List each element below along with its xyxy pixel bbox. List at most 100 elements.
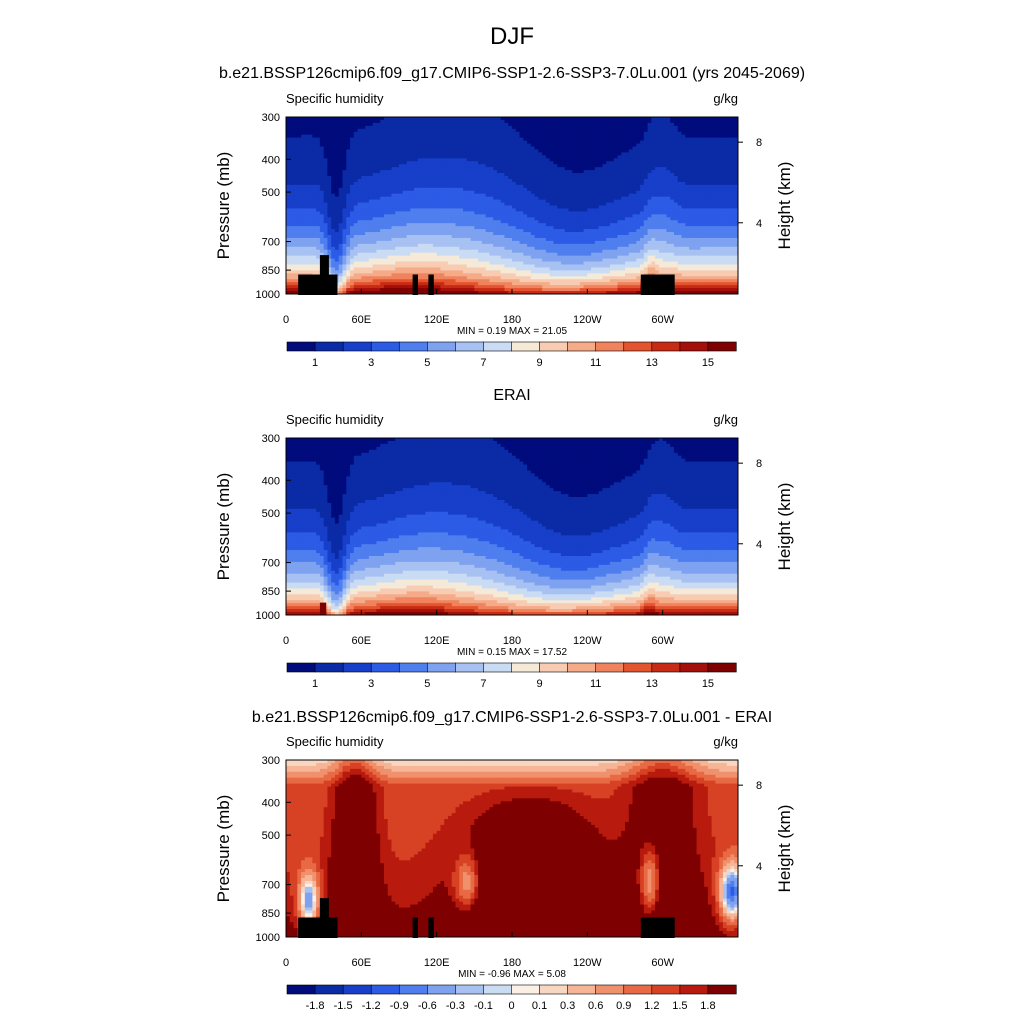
contour-cell [451,149,457,153]
contour-cell [677,176,683,180]
contour-cell [474,184,479,189]
contour-cell [515,193,521,198]
contour-cell [572,181,577,186]
contour-cell [609,125,615,130]
contour-cell [440,226,445,230]
contour-cell [478,146,483,151]
contour-cell [602,202,607,207]
contour-cell [655,137,660,142]
contour-cell [666,211,671,215]
units-label: g/kg [713,91,738,106]
contour-cell [316,152,321,156]
contour-cell [617,134,622,139]
contour-cell [365,137,370,142]
contour-cell [512,187,517,192]
contour-cell [429,214,434,218]
contour-cell [734,134,738,139]
contour-cell [451,140,457,145]
contour-cell [357,220,362,224]
contour-cell [455,176,460,180]
contour-cell [647,167,652,171]
contour-cell [440,125,445,130]
contour-cell [395,122,400,127]
contour-cell [549,134,555,139]
contour-cell [685,167,690,171]
contour-cell [342,122,347,127]
contour-cell [304,187,310,192]
contour-cell [466,125,472,130]
contour-cell [380,117,385,121]
contour-cell [658,187,664,192]
contour-cell [391,190,396,195]
contour-cell [323,229,329,233]
contour-cell [673,170,679,174]
contour-cell [478,217,483,221]
contour-cell [323,190,329,195]
contour-cell [508,217,513,221]
contour-cell [376,184,381,189]
contour-cell [640,208,645,212]
contour-cell [308,235,313,239]
contour-cell [447,128,453,133]
contour-cell [609,190,615,195]
contour-cell [685,199,690,204]
contour-cell [444,220,449,224]
contour-cell [579,158,585,162]
contour-cell [628,214,634,218]
contour-cell [338,223,344,227]
contour-cell [636,202,641,207]
contour-cell [730,149,735,153]
contour-cell [331,202,336,207]
contour-cell [730,196,735,201]
contour-cell [474,205,479,210]
contour-cell [312,214,317,218]
contour-cell [391,161,396,165]
contour-cell [734,208,738,212]
contour-cell [666,196,671,201]
contour-cell [512,202,517,207]
contour-cell [301,232,306,236]
contour-cell [421,217,426,221]
contour-cell [508,131,513,136]
contour-cell [700,143,705,148]
contour-cell [500,202,506,207]
contour-cell [640,119,645,124]
contour-cell [655,146,660,151]
contour-cell [406,193,411,198]
contour-cell [560,178,566,183]
contour-cell [440,184,445,189]
contour-cell [289,170,295,174]
contour-cell [609,122,615,127]
contour-cell [628,146,634,151]
contour-cell [681,131,686,136]
contour-cell [304,170,310,174]
contour-cell [417,229,423,233]
contour-cell [692,176,698,180]
contour-cell [700,170,705,174]
contour-cell [489,152,494,156]
contour-cell [617,167,622,171]
contour-cell [376,149,381,153]
contour-cell [429,119,434,124]
contour-cell [579,205,585,210]
contour-cell [293,176,298,180]
contour-cell [444,152,449,156]
contour-cell [636,232,641,236]
contour-cell [689,211,694,215]
contour-cell [293,223,298,227]
contour-cell [478,214,483,218]
contour-cell [286,176,291,180]
contour-cell [293,173,298,177]
contour-cell [640,125,645,130]
contour-cell [542,232,547,236]
contour-cell [425,184,430,189]
contour-cell [628,211,634,215]
contour-cell [485,202,490,207]
contour-cell [613,178,619,183]
contour-cell [560,181,566,186]
contour-cell [625,193,630,198]
contour-cell [640,196,645,201]
contour-cell [346,202,351,207]
contour-cell [715,122,720,127]
contour-cell [353,140,359,145]
